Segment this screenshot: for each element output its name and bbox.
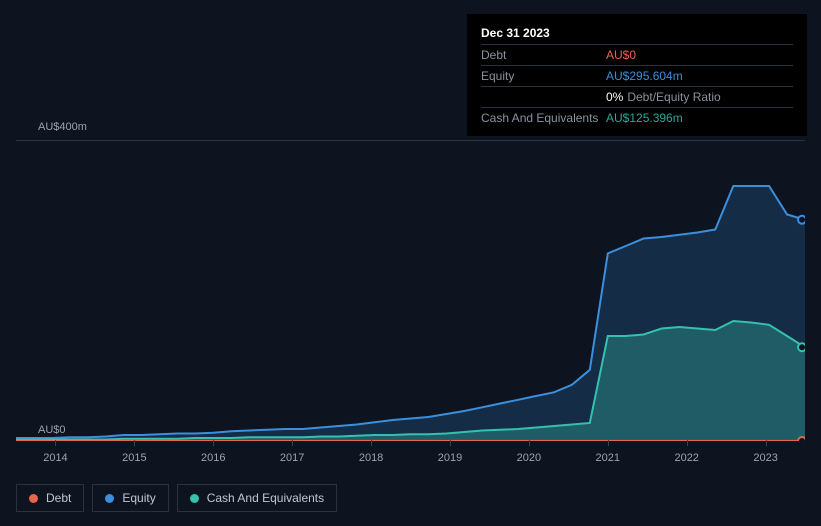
legend-dot-icon (29, 494, 38, 503)
chart-plot-area[interactable] (16, 140, 805, 440)
x-axis-tick: 2023 (726, 440, 805, 465)
x-axis-tick: 2015 (95, 440, 174, 465)
end-marker (798, 216, 805, 224)
tooltip-row-label: Cash And Equivalents (481, 111, 606, 125)
legend-item-cash-and-equivalents[interactable]: Cash And Equivalents (177, 484, 337, 512)
x-axis-tick: 2018 (332, 440, 411, 465)
legend-dot-icon (190, 494, 199, 503)
chart-tooltip: Dec 31 2023 DebtAU$0EquityAU$295.604m0%D… (467, 14, 807, 136)
tooltip-date: Dec 31 2023 (481, 22, 793, 44)
x-axis-tick: 2016 (174, 440, 253, 465)
tooltip-row-value: AU$125.396m (606, 111, 793, 125)
chart-container: AU$400m AU$0 201420152016201720182019202… (16, 125, 805, 445)
x-axis-tick: 2021 (568, 440, 647, 465)
x-axis-tick: 2014 (16, 440, 95, 465)
legend: Debt Equity Cash And Equivalents (16, 484, 337, 512)
tooltip-row-value: AU$0 (606, 48, 793, 62)
tooltip-row: Cash And EquivalentsAU$125.396m (481, 107, 793, 128)
tooltip-row-label: Equity (481, 69, 606, 83)
legend-label: Cash And Equivalents (207, 491, 324, 505)
tooltip-row: DebtAU$0 (481, 44, 793, 65)
legend-item-equity[interactable]: Equity (92, 484, 168, 512)
tooltip-row: 0%Debt/Equity Ratio (481, 86, 793, 107)
tooltip-row-value: AU$295.604m (606, 69, 793, 83)
legend-label: Debt (46, 491, 71, 505)
end-marker (798, 343, 805, 351)
x-axis-tick: 2017 (253, 440, 332, 465)
x-axis-tick: 2022 (647, 440, 726, 465)
tooltip-row-label (481, 90, 606, 104)
legend-dot-icon (105, 494, 114, 503)
legend-item-debt[interactable]: Debt (16, 484, 84, 512)
x-axis-tick: 2019 (411, 440, 490, 465)
tooltip-row-value: 0%Debt/Equity Ratio (606, 90, 793, 104)
x-axis: 2014201520162017201820192020202120222023 (16, 440, 805, 465)
tooltip-row-label: Debt (481, 48, 606, 62)
tooltip-rows: DebtAU$0EquityAU$295.604m0%Debt/Equity R… (481, 44, 793, 128)
x-axis-tick: 2020 (489, 440, 568, 465)
tooltip-row: EquityAU$295.604m (481, 65, 793, 86)
tooltip-row-suffix: Debt/Equity Ratio (627, 90, 720, 104)
legend-label: Equity (122, 491, 155, 505)
y-axis-max-label: AU$400m (38, 121, 87, 133)
chart-svg (16, 141, 805, 441)
